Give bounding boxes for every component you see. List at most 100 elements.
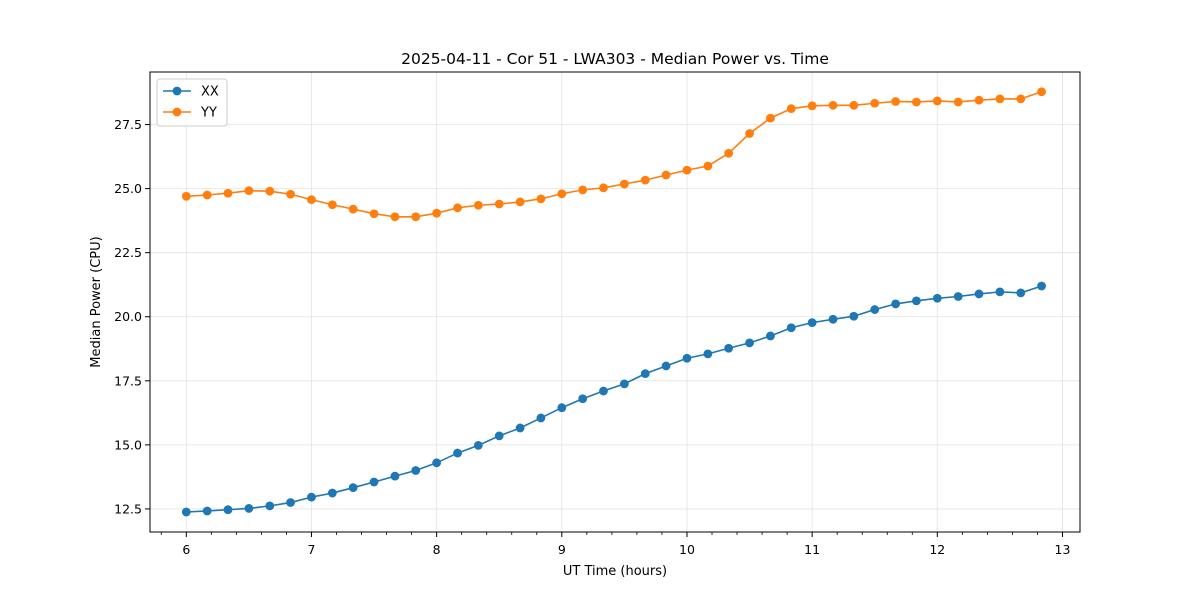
data-point-yy	[265, 186, 275, 196]
data-point-yy	[244, 186, 254, 196]
data-point-yy	[432, 208, 442, 218]
data-point-yy	[912, 97, 921, 107]
data-point-xx	[515, 423, 525, 433]
x-tick-label: 8	[433, 542, 441, 557]
data-point-yy	[369, 209, 379, 219]
x-axis-label: UT Time (hours)	[563, 564, 667, 579]
data-point-yy	[745, 129, 754, 138]
data-point-xx	[307, 492, 316, 502]
data-point-yy	[307, 195, 316, 205]
data-point-xx	[932, 293, 942, 303]
data-point-yy	[181, 191, 191, 201]
data-point-xx	[891, 299, 901, 309]
data-point-yy	[453, 203, 462, 213]
data-point-yy	[974, 95, 984, 105]
data-point-xx	[766, 331, 775, 341]
x-tick-label: 11	[804, 542, 820, 557]
data-point-xx	[286, 498, 295, 507]
data-point-xx	[703, 349, 713, 359]
data-point-xx	[536, 413, 546, 423]
legend: XX YY	[156, 78, 228, 127]
data-point-yy	[1016, 94, 1026, 104]
data-point-xx	[849, 311, 859, 321]
y-axis-label: Median Power (CPU)	[89, 236, 104, 367]
data-point-xx	[661, 361, 671, 371]
data-point-xx	[348, 483, 358, 493]
data-point-xx	[557, 403, 567, 413]
data-point-yy	[682, 165, 692, 175]
x-tick-label: 13	[1055, 542, 1071, 557]
y-tick-label: 20.0	[114, 309, 142, 324]
legend-label-yy: YY	[200, 106, 217, 121]
data-point-yy	[599, 183, 608, 193]
data-point-xx	[1037, 281, 1046, 291]
data-point-yy	[953, 97, 963, 107]
data-point-yy	[578, 185, 588, 195]
data-point-xx	[432, 458, 442, 468]
data-point-xx	[390, 471, 400, 481]
x-tick-label: 10	[679, 542, 695, 557]
data-point-xx	[640, 369, 650, 379]
legend-marker-xx	[172, 86, 182, 96]
data-point-xx	[202, 506, 212, 516]
data-point-xx	[870, 305, 880, 314]
data-point-xx	[953, 292, 963, 301]
data-point-yy	[661, 170, 671, 180]
x-tick-label: 6	[182, 542, 190, 557]
data-point-xx	[828, 314, 838, 324]
x-tick-label: 9	[558, 542, 566, 557]
data-point-xx	[995, 287, 1005, 297]
x-axis: 6 7 8 9 10 11 12 13	[160, 532, 1071, 557]
y-tick-label: 27.5	[114, 117, 142, 132]
data-point-yy	[390, 212, 400, 222]
data-point-xx	[265, 501, 275, 511]
data-point-yy	[1037, 87, 1046, 97]
data-point-yy	[515, 197, 525, 207]
data-point-xx	[619, 379, 629, 389]
data-point-yy	[807, 101, 817, 111]
series-xx	[181, 281, 1046, 517]
data-point-xx	[1016, 288, 1026, 298]
data-point-yy	[473, 200, 483, 210]
data-point-yy	[202, 190, 212, 200]
data-point-xx	[223, 505, 233, 515]
data-point-xx	[244, 504, 254, 513]
data-point-yy	[995, 94, 1005, 104]
x-tick-label: 12	[929, 542, 945, 557]
data-point-yy	[703, 161, 713, 171]
data-point-yy	[724, 148, 734, 158]
series-layer	[181, 87, 1046, 517]
data-point-yy	[348, 204, 358, 214]
data-point-yy	[223, 188, 233, 198]
y-tick-label: 25.0	[114, 181, 142, 196]
y-axis: 12.5 15.0 17.5 20.0 22.5 25.0 27.5	[114, 117, 150, 516]
data-point-xx	[473, 440, 483, 450]
data-point-yy	[786, 104, 796, 114]
data-point-xx	[682, 353, 692, 363]
data-point-xx	[599, 386, 608, 396]
data-point-yy	[286, 189, 295, 199]
data-point-xx	[494, 431, 504, 441]
y-tick-label: 17.5	[114, 373, 142, 388]
x-tick-label: 7	[307, 542, 315, 557]
data-point-yy	[557, 189, 567, 199]
data-point-xx	[181, 507, 191, 517]
data-point-yy	[536, 194, 546, 204]
data-point-xx	[327, 488, 337, 498]
data-point-yy	[494, 199, 504, 209]
legend-label-xx: XX	[201, 85, 219, 100]
data-point-yy	[828, 100, 838, 110]
data-point-xx	[724, 343, 734, 353]
data-point-yy	[327, 200, 337, 210]
data-point-yy	[932, 96, 942, 106]
data-point-yy	[766, 113, 775, 123]
series-yy	[181, 87, 1046, 222]
chart-title: 2025-04-11 - Cor 51 - LWA303 - Median Po…	[401, 50, 829, 68]
data-point-yy	[870, 98, 880, 108]
data-point-yy	[411, 212, 421, 222]
series-line-xx	[186, 285, 1042, 513]
data-point-yy	[891, 97, 901, 106]
data-point-xx	[974, 289, 984, 299]
y-tick-label: 22.5	[114, 245, 142, 260]
